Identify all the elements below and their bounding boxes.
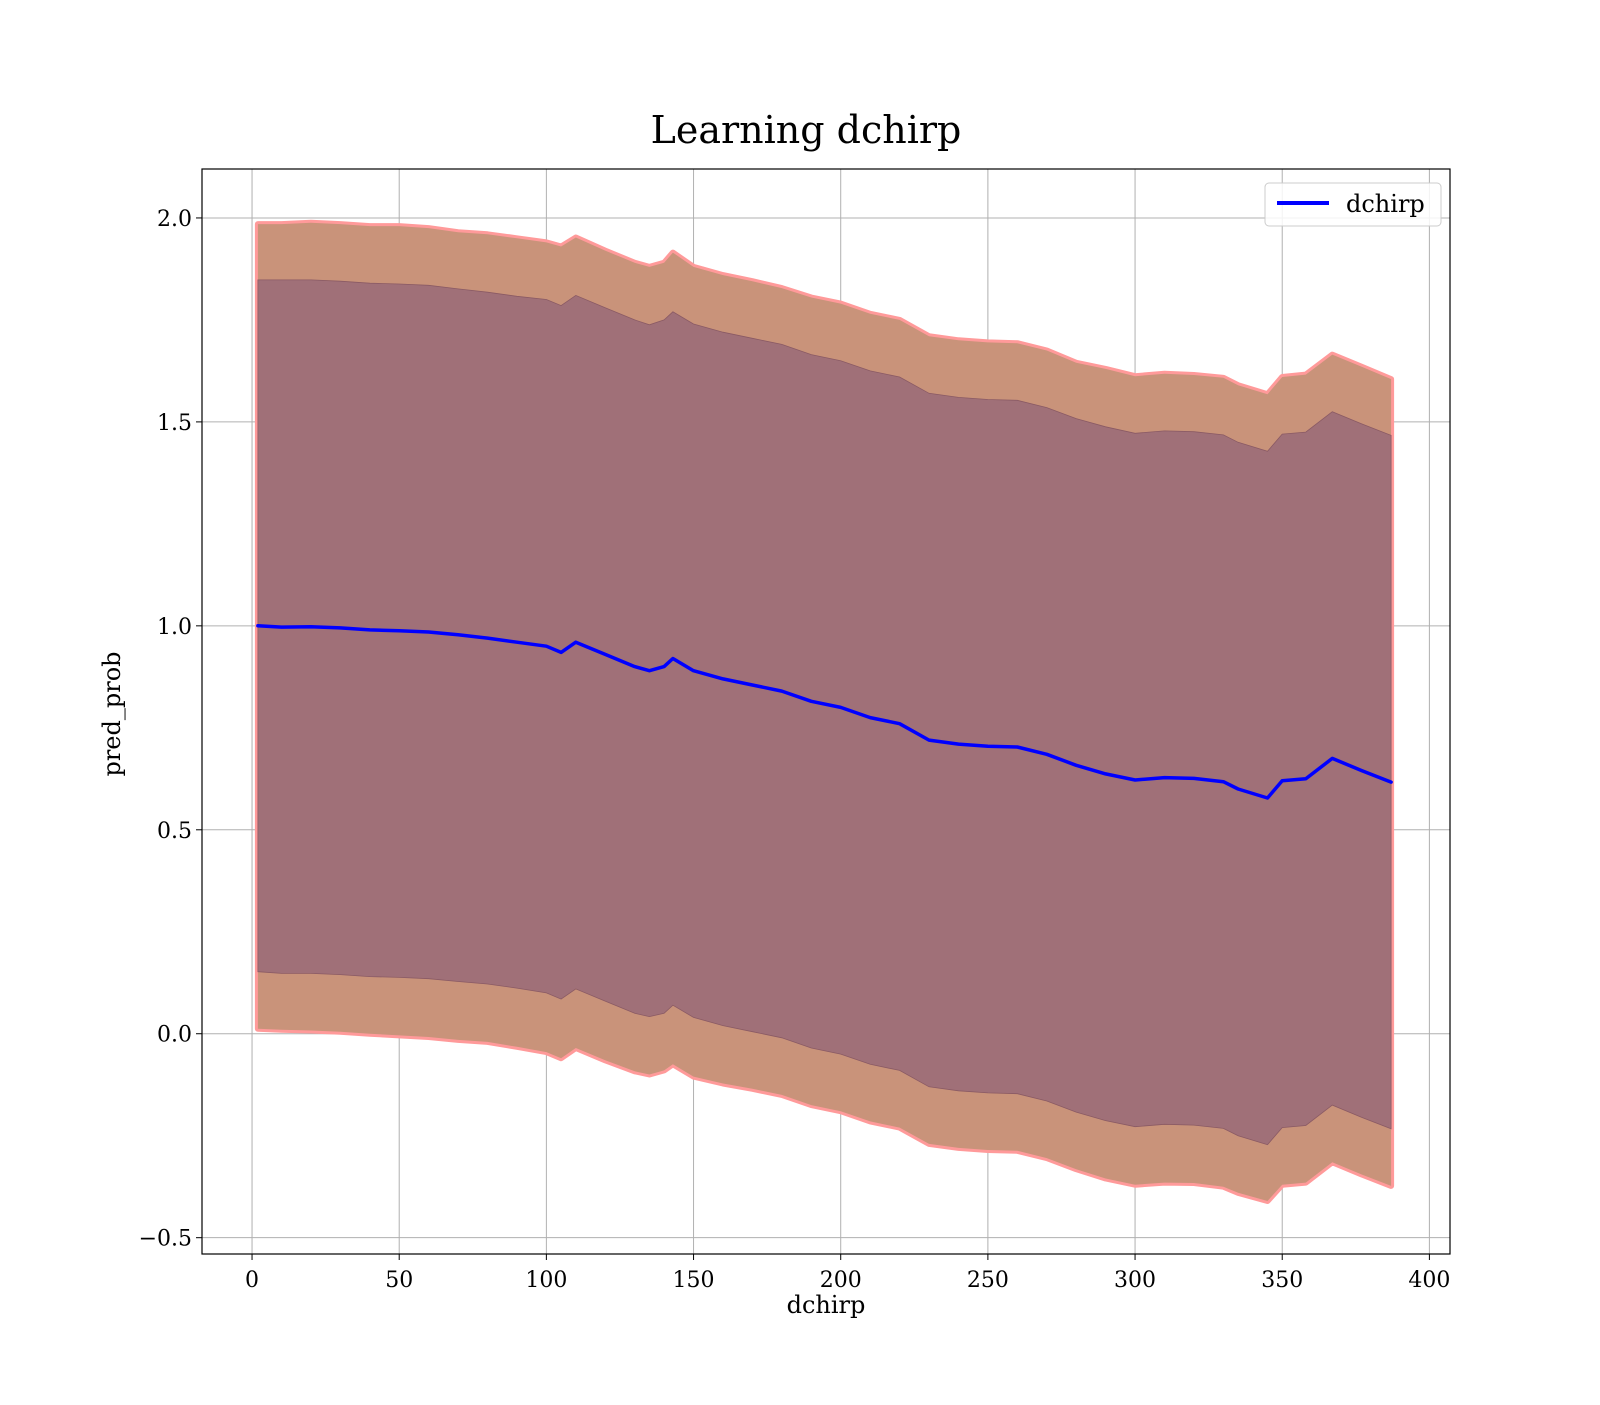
legend-box [1264, 182, 1442, 227]
y-tick-label: 1.0 [157, 615, 192, 640]
y-tick-label: 2.0 [157, 207, 192, 232]
y-tick-label: 0.5 [157, 819, 192, 844]
x-tick-label: 400 [1408, 1268, 1450, 1293]
x-tick-label: 300 [1114, 1268, 1156, 1293]
legend-label-dchirp: dchirp [1346, 190, 1425, 218]
x-tick-label: 50 [385, 1268, 413, 1293]
x-axis-label: dchirp [787, 1291, 866, 1319]
y-tick-label: 1.5 [157, 411, 192, 436]
y-axis-label: pred_prob [98, 651, 126, 776]
inner-band [257, 279, 1392, 1146]
x-tick-label: 200 [820, 1268, 862, 1293]
y-tick-label: 0.0 [157, 1023, 192, 1048]
series-line-dchirp [256, 624, 1393, 800]
y-tick-label: −0.5 [139, 1227, 192, 1252]
series-lines [256, 624, 1393, 800]
ticks: 0 50 100 150 200 250 300 350 400 −0.5 0.0 0.5 1.0 1.5… [139, 207, 1451, 1293]
plot-frame [201, 168, 1451, 1255]
legend: dchirp [1264, 182, 1442, 227]
x-tick-label: 150 [673, 1268, 715, 1293]
x-tick-label: 0 [245, 1268, 259, 1293]
x-tick-label: 250 [967, 1268, 1009, 1293]
bands [254, 219, 1395, 1204]
x-tick-label: 350 [1261, 1268, 1303, 1293]
chart-title: Learning dchirp [651, 108, 962, 152]
x-tick-label: 100 [525, 1268, 567, 1293]
